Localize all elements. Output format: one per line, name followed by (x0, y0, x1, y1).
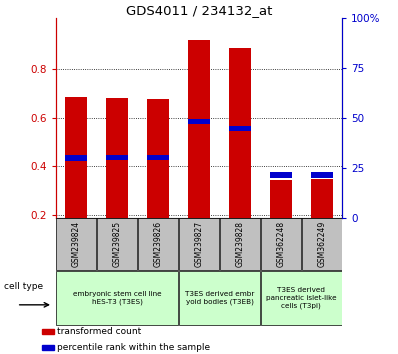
Bar (179, 218, 219, 270)
Text: GSM239825: GSM239825 (113, 221, 122, 267)
Bar (310, 172, 333, 178)
Text: transformed count: transformed count (57, 327, 141, 336)
Text: GSM239828: GSM239828 (236, 221, 244, 267)
Bar (106, 98, 129, 218)
Bar (220, 218, 260, 270)
Bar (65, 155, 88, 161)
Title: GDS4011 / 234132_at: GDS4011 / 234132_at (126, 4, 272, 17)
Bar (106, 155, 129, 160)
Bar (269, 180, 292, 218)
Bar (42, 345, 54, 350)
Text: cell type: cell type (4, 282, 44, 291)
Text: GSM239826: GSM239826 (154, 221, 162, 267)
Bar (56, 218, 96, 270)
Text: T3ES derived
pancreatic islet-like
cells (T3pi): T3ES derived pancreatic islet-like cells… (266, 287, 337, 309)
Bar (56, 272, 178, 325)
Bar (310, 179, 333, 218)
Bar (42, 329, 54, 335)
Bar (138, 218, 178, 270)
Bar (269, 172, 292, 178)
Bar (188, 119, 210, 124)
Text: GSM362248: GSM362248 (276, 221, 285, 267)
Text: percentile rank within the sample: percentile rank within the sample (57, 343, 210, 352)
Bar (65, 97, 88, 218)
Bar (97, 218, 137, 270)
Bar (261, 272, 342, 325)
Text: GSM362249: GSM362249 (317, 221, 326, 267)
Text: GSM239827: GSM239827 (195, 221, 203, 267)
Bar (147, 99, 169, 218)
Text: GSM239824: GSM239824 (72, 221, 81, 267)
Bar (261, 218, 301, 270)
Bar (302, 218, 342, 270)
Bar (188, 40, 210, 218)
Bar (179, 272, 260, 325)
Bar (229, 126, 251, 131)
Text: embryonic stem cell line
hES-T3 (T3ES): embryonic stem cell line hES-T3 (T3ES) (73, 291, 162, 305)
Bar (147, 155, 169, 160)
Bar (229, 48, 251, 218)
Text: T3ES derived embr
yoid bodies (T3EB): T3ES derived embr yoid bodies (T3EB) (185, 291, 254, 305)
